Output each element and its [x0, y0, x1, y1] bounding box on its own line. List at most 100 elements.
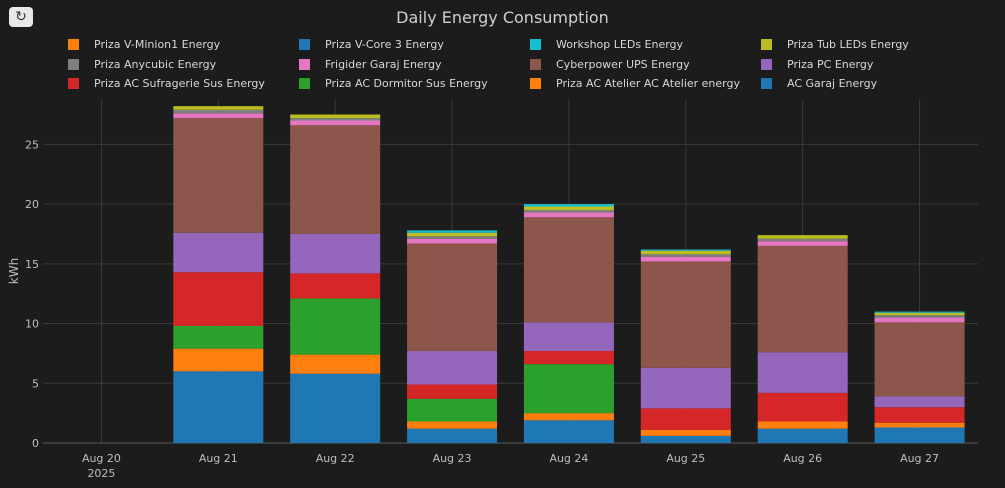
- bar-segment[interactable]: [290, 273, 381, 299]
- bar-segment[interactable]: [407, 238, 498, 244]
- bar-segment[interactable]: [173, 371, 264, 443]
- bar-segment[interactable]: [290, 118, 381, 121]
- bar-segment[interactable]: [640, 429, 731, 436]
- bar-segment[interactable]: [874, 312, 965, 316]
- legend-label: Priza V-Minion1 Energy: [94, 38, 221, 51]
- y-tick-label: 15: [25, 258, 39, 271]
- refresh-button[interactable]: ↻: [9, 7, 33, 27]
- legend-label: Cyberpower UPS Energy: [556, 57, 690, 71]
- bar-segment[interactable]: [523, 364, 614, 414]
- bar-segment[interactable]: [407, 230, 498, 233]
- bar-segment[interactable]: [407, 398, 498, 422]
- bar-segment[interactable]: [407, 236, 498, 239]
- bar-segment[interactable]: [407, 351, 498, 385]
- legend-item[interactable]: AC Garaj Energy: [761, 77, 877, 90]
- bar-segment[interactable]: [173, 232, 264, 273]
- bar-segment[interactable]: [640, 254, 731, 257]
- bar-segment[interactable]: [757, 352, 848, 393]
- bar-segment[interactable]: [757, 428, 848, 443]
- legend-label: Frigider Garaj Energy: [325, 57, 442, 71]
- bar-segment[interactable]: [523, 322, 614, 352]
- legend-swatch: [530, 39, 541, 50]
- bar-segment[interactable]: [173, 109, 264, 114]
- bar-segment[interactable]: [173, 118, 264, 233]
- bar-segment[interactable]: [640, 408, 731, 430]
- bar-segment[interactable]: [290, 120, 381, 126]
- bar-segment[interactable]: [874, 422, 965, 428]
- x-tick-label: Aug 24: [549, 452, 588, 465]
- bar-segment[interactable]: [757, 392, 848, 422]
- bar-segment[interactable]: [290, 298, 381, 355]
- legend-item[interactable]: Priza Anycubic Energy: [68, 58, 216, 71]
- x-tick-label: Aug 22: [316, 452, 355, 465]
- bar-segment[interactable]: [640, 250, 731, 255]
- bar-segment[interactable]: [757, 235, 848, 239]
- bar-segment[interactable]: [407, 232, 498, 237]
- bar-segment[interactable]: [874, 427, 965, 443]
- legend-item[interactable]: Priza AC Sufragerie Sus Energy: [68, 77, 265, 90]
- legend-item[interactable]: Cyberpower UPS Energy: [530, 58, 690, 71]
- legend-item[interactable]: Priza V-Core 3 Energy: [299, 38, 444, 51]
- bar-segment[interactable]: [874, 311, 965, 313]
- bar-segment[interactable]: [523, 413, 614, 421]
- refresh-icon: ↻: [15, 9, 27, 25]
- bar-segment[interactable]: [173, 272, 264, 326]
- legend-item[interactable]: Priza V-Minion1 Energy: [68, 38, 220, 51]
- bar-segment[interactable]: [874, 396, 965, 408]
- bar-segment[interactable]: [523, 212, 614, 218]
- legend-swatch: [761, 39, 772, 50]
- x-tick-label: Aug 27: [900, 452, 939, 465]
- bar-segment[interactable]: [757, 238, 848, 242]
- bar-segment[interactable]: [290, 114, 381, 119]
- bar-segment[interactable]: [874, 407, 965, 423]
- bar-segment[interactable]: [640, 367, 731, 409]
- y-axis-label: kWh: [7, 258, 21, 284]
- bar-segment[interactable]: [173, 348, 264, 372]
- bar-segment[interactable]: [640, 249, 731, 251]
- bar-segment[interactable]: [173, 106, 264, 110]
- legend-item[interactable]: Priza AC Atelier AC Atelier energy: [530, 77, 740, 90]
- legend-item[interactable]: Priza Tub LEDs Energy: [761, 38, 909, 51]
- bar-segment[interactable]: [290, 125, 381, 234]
- bar-segment[interactable]: [290, 373, 381, 443]
- bar-segment[interactable]: [407, 243, 498, 352]
- bar-segment[interactable]: [640, 256, 731, 262]
- bar-segment[interactable]: [523, 206, 614, 211]
- bar-segment[interactable]: [757, 245, 848, 353]
- bar-segment[interactable]: [173, 113, 264, 119]
- y-tick-label: 10: [25, 318, 39, 331]
- bar-segment[interactable]: [290, 233, 381, 274]
- bar-segment[interactable]: [407, 421, 498, 429]
- bar-segment[interactable]: [757, 421, 848, 429]
- legend-swatch: [299, 39, 310, 50]
- bar-segment[interactable]: [874, 322, 965, 397]
- x-tick-label: Aug 25: [666, 452, 705, 465]
- bar-segment[interactable]: [640, 435, 731, 443]
- bar-segment[interactable]: [523, 420, 614, 443]
- bar-segment[interactable]: [523, 351, 614, 365]
- bar-segment[interactable]: [757, 241, 848, 246]
- bar-segment[interactable]: [407, 428, 498, 443]
- bar-segment[interactable]: [523, 204, 614, 207]
- legend-label: AC Garaj Energy: [787, 77, 878, 90]
- legend-swatch: [68, 58, 79, 70]
- bar-segment[interactable]: [523, 210, 614, 213]
- x-tick-label: Aug 20: [82, 452, 121, 465]
- bar-segment[interactable]: [173, 325, 264, 349]
- legend-item[interactable]: Workshop LEDs Energy: [530, 38, 683, 51]
- legend-item[interactable]: Priza PC Energy: [761, 58, 873, 71]
- y-tick-label: 0: [32, 437, 39, 450]
- legend-swatch: [68, 39, 79, 50]
- bar-segment[interactable]: [290, 354, 381, 374]
- legend-item[interactable]: Frigider Garaj Energy: [299, 58, 442, 71]
- legend-item[interactable]: Priza AC Dormitor Sus Energy: [299, 77, 488, 90]
- bar-segment[interactable]: [407, 384, 498, 399]
- chart-title: Daily Energy Consumption: [396, 8, 609, 27]
- bar-segment[interactable]: [874, 317, 965, 323]
- bar-segment[interactable]: [874, 315, 965, 318]
- bar-segment[interactable]: [640, 261, 731, 368]
- legend-swatch: [530, 58, 541, 70]
- legend-label: Priza AC Atelier AC Atelier energy: [556, 77, 740, 90]
- bar-segment[interactable]: [523, 217, 614, 323]
